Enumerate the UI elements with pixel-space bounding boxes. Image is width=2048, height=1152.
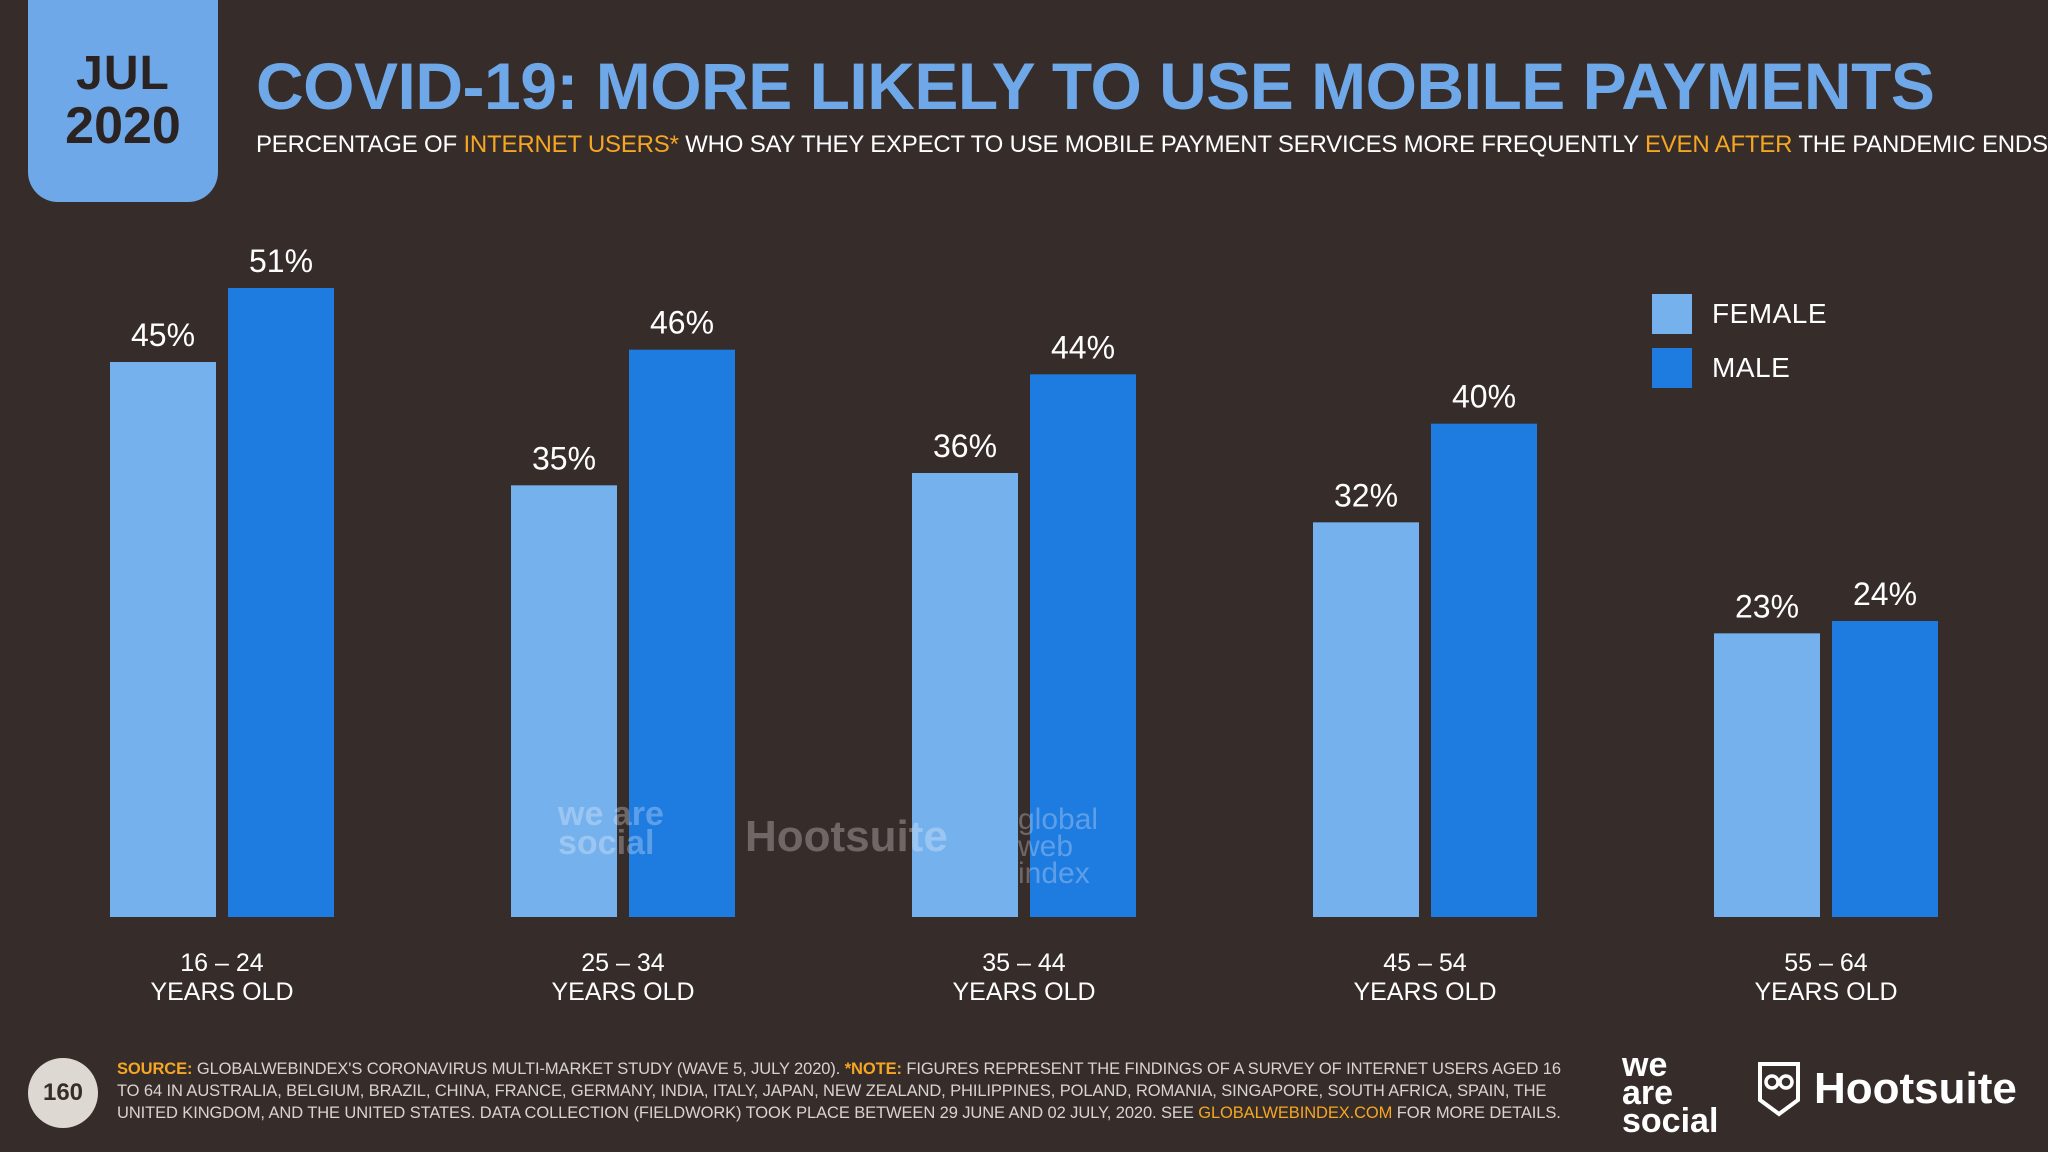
legend-item-female: FEMALE [1652,294,1827,334]
footer-source-note: SOURCE: GLOBALWEBINDEX'S CORONAVIRUS MUL… [117,1058,1577,1124]
x-tick-sublabel-4: YEARS OLD [1353,978,1496,1006]
note-label: *NOTE: [844,1060,902,1078]
subtitle-highlight-even-after: EVEN AFTER [1644,131,1793,158]
x-tick-label-2: 25 – 34 [581,949,665,977]
bar-male-4 [1431,423,1537,917]
note-text: FIGURES REPRESENT THE FINDINGS OF A SURV… [117,1060,1561,1122]
subtitle-part-2: WHO SAY THEY EXPECT TO USE MOBILE PAYMEN… [678,131,1645,158]
source-text: GLOBALWEBINDEX'S CORONAVIRUS MULTI-MARKE… [192,1060,845,1078]
x-tick-label-5: 55 – 64 [1784,949,1868,977]
subtitle-part-3: THE PANDEMIC ENDS [1792,131,2048,158]
page-number: 160 [28,1058,98,1128]
x-tick-label-3: 35 – 44 [982,949,1066,977]
x-tick-label-4: 45 – 54 [1383,949,1467,977]
watermark-hootsuite: Hootsuite [745,812,948,861]
data-label-male-2: 46% [650,305,714,341]
x-tick-sublabel-5: YEARS OLD [1754,978,1897,1006]
bar-male-2 [629,349,735,918]
data-label-male-1: 51% [249,243,313,279]
legend-item-male: MALE [1652,348,1827,388]
chart-legend: FEMALE MALE [1652,294,1827,402]
x-tick-sublabel-2: YEARS OLD [551,978,694,1006]
bar-male-5 [1832,621,1938,917]
owl-icon [1758,1062,1800,1117]
bar-female-3 [912,473,1018,917]
bar-female-1 [110,362,216,917]
data-label-female-1: 45% [131,317,195,353]
we-are-social-logo: we are social [1622,1046,1719,1140]
bar-female-5 [1714,633,1820,917]
date-month: JUL [76,46,170,100]
date-badge: JUL 2020 [28,0,218,202]
x-tick-sublabel-3: YEARS OLD [952,978,1095,1006]
legend-swatch-female [1652,294,1692,334]
hootsuite-logo-text: Hootsuite [1814,1064,2017,1113]
bar-female-2 [511,485,617,917]
data-label-female-5: 23% [1735,588,1799,624]
footer-end-text: FOR MORE DETAILS. [1392,1104,1561,1122]
bar-female-4 [1313,522,1419,917]
legend-label-female: FEMALE [1712,298,1828,329]
bar-male-3 [1030,374,1136,917]
page-subtitle: PERCENTAGE OF INTERNET USERS* WHO SAY TH… [256,131,2048,159]
logo-was-line-2: are [1622,1073,1674,1112]
data-label-male-5: 24% [1853,576,1917,612]
data-label-female-4: 32% [1334,477,1398,513]
watermark-we-are-social: we are social [558,795,664,862]
source-link[interactable]: GLOBALWEBINDEX.COM [1198,1104,1393,1122]
logo-was-line-1: we [1622,1046,1668,1084]
date-year: 2020 [65,96,181,155]
legend-label-male: MALE [1712,352,1791,383]
page-title: COVID-19: MORE LIKELY TO USE MOBILE PAYM… [256,49,1935,123]
data-label-male-3: 44% [1051,329,1115,365]
legend-swatch-male [1652,348,1692,388]
subtitle-part-1: PERCENTAGE OF [256,131,464,158]
x-tick-sublabel-1: YEARS OLD [150,978,293,1006]
data-label-male-4: 40% [1452,379,1516,415]
watermark-globalwebindex: global web index [1018,803,1099,890]
data-label-female-2: 35% [532,440,596,476]
data-label-female-3: 36% [933,428,997,464]
subtitle-highlight-internet-users: INTERNET USERS* [463,131,679,158]
bar-male-1 [228,288,334,917]
source-label: SOURCE: [117,1060,193,1078]
x-tick-label-1: 16 – 24 [180,949,264,977]
logo-was-line-3: social [1622,1101,1719,1140]
hootsuite-logo: Hootsuite [1756,1060,2017,1118]
